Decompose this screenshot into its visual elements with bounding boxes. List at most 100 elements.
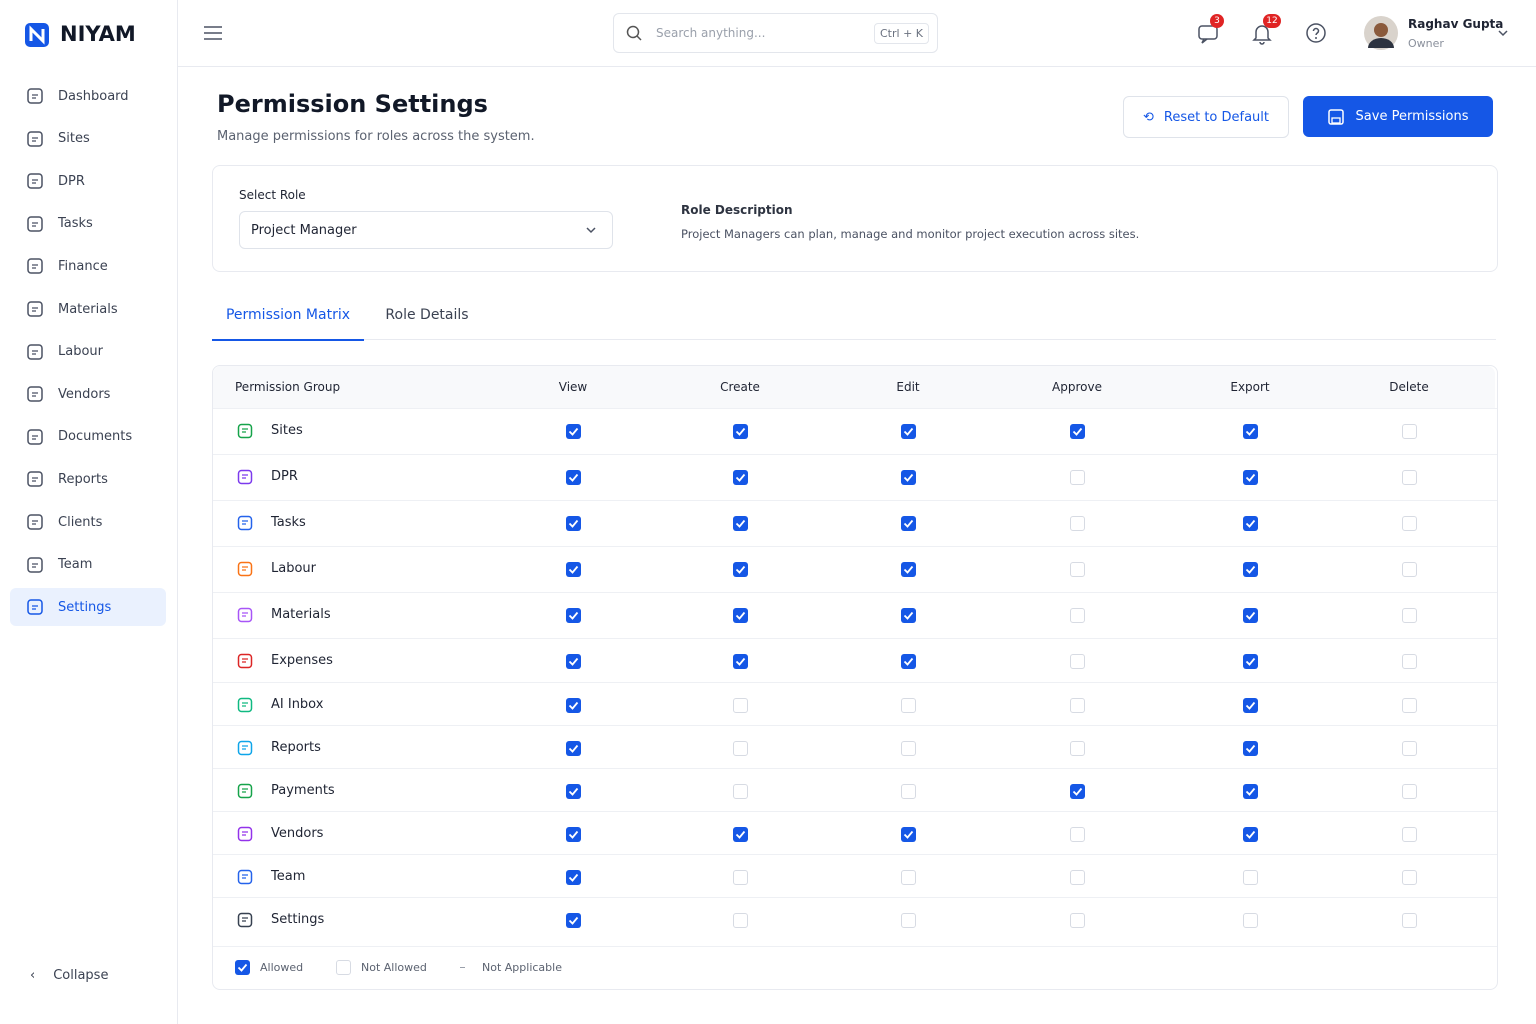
permission-checkbox[interactable] (566, 654, 581, 669)
permission-checkbox[interactable] (1402, 516, 1417, 531)
permission-checkbox[interactable] (1243, 913, 1258, 928)
role-select[interactable]: Project Manager (239, 211, 613, 249)
nav-item[interactable]: Sites (10, 120, 166, 158)
permission-checkbox[interactable] (901, 562, 916, 577)
save-button[interactable]: Save Permissions (1303, 96, 1493, 137)
permission-checkbox[interactable] (901, 827, 916, 842)
nav-item[interactable]: Dashboard (10, 77, 166, 115)
search-box[interactable]: Search anything... Ctrl + K (613, 13, 938, 53)
permission-checkbox[interactable] (1070, 698, 1085, 713)
permission-checkbox[interactable] (733, 698, 748, 713)
permission-checkbox[interactable] (1402, 870, 1417, 885)
permission-checkbox[interactable] (1070, 870, 1085, 885)
permission-checkbox[interactable] (1402, 741, 1417, 756)
permission-checkbox[interactable] (1070, 654, 1085, 669)
notifications-icon[interactable] (1252, 23, 1272, 45)
permission-checkbox[interactable] (1402, 827, 1417, 842)
permission-checkbox[interactable] (1243, 562, 1258, 577)
permission-checkbox[interactable] (1070, 741, 1085, 756)
permission-checkbox[interactable] (1243, 698, 1258, 713)
avatar[interactable] (1364, 16, 1398, 50)
nav-icon (27, 88, 43, 104)
messages-icon[interactable] (1198, 24, 1218, 44)
nav-item[interactable]: Tasks (10, 205, 166, 243)
permission-checkbox[interactable] (733, 470, 748, 485)
permission-checkbox[interactable] (1243, 741, 1258, 756)
permission-checkbox[interactable] (1243, 827, 1258, 842)
permission-checkbox[interactable] (1402, 470, 1417, 485)
nav-item[interactable]: Vendors (10, 375, 166, 413)
permission-checkbox[interactable] (566, 698, 581, 713)
permission-checkbox[interactable] (1402, 698, 1417, 713)
permission-checkbox[interactable] (733, 741, 748, 756)
permission-checkbox[interactable] (1070, 470, 1085, 485)
permission-checkbox[interactable] (901, 470, 916, 485)
permission-checkbox[interactable] (1070, 516, 1085, 531)
permission-checkbox[interactable] (901, 424, 916, 439)
permission-checkbox[interactable] (566, 562, 581, 577)
permission-checkbox[interactable] (1402, 424, 1417, 439)
nav-item[interactable]: Reports (10, 460, 166, 498)
permission-checkbox[interactable] (1243, 870, 1258, 885)
permission-checkbox[interactable] (1402, 784, 1417, 799)
permission-checkbox[interactable] (901, 608, 916, 623)
permission-checkbox[interactable] (901, 654, 916, 669)
help-icon[interactable] (1306, 23, 1326, 43)
permission-checkbox[interactable] (733, 608, 748, 623)
permission-checkbox[interactable] (901, 741, 916, 756)
permission-checkbox[interactable] (1243, 784, 1258, 799)
permission-checkbox[interactable] (566, 913, 581, 928)
user-menu-caret[interactable] (1498, 29, 1508, 37)
permission-checkbox[interactable] (733, 784, 748, 799)
permission-checkbox[interactable] (1243, 424, 1258, 439)
permission-checkbox[interactable] (1070, 424, 1085, 439)
permission-checkbox[interactable] (733, 654, 748, 669)
nav-item[interactable]: Materials (10, 290, 166, 328)
permission-checkbox[interactable] (1243, 654, 1258, 669)
tab[interactable]: Role Details (372, 296, 482, 339)
permission-checkbox[interactable] (1070, 913, 1085, 928)
permission-checkbox[interactable] (1070, 562, 1085, 577)
permission-checkbox[interactable] (1070, 608, 1085, 623)
permission-checkbox[interactable] (901, 870, 916, 885)
permission-checkbox[interactable] (1070, 784, 1085, 799)
permission-checkbox[interactable] (1402, 608, 1417, 623)
permission-checkbox[interactable] (733, 562, 748, 577)
permission-checkbox[interactable] (733, 913, 748, 928)
permission-checkbox[interactable] (1243, 608, 1258, 623)
permission-checkbox[interactable] (1243, 516, 1258, 531)
tab[interactable]: Permission Matrix (212, 296, 364, 341)
permission-checkbox[interactable] (1402, 654, 1417, 669)
nav-item[interactable]: Clients (10, 503, 166, 541)
permission-checkbox[interactable] (566, 608, 581, 623)
permission-checkbox[interactable] (1402, 913, 1417, 928)
permission-checkbox[interactable] (566, 741, 581, 756)
nav-item[interactable]: Finance (10, 247, 166, 285)
permission-checkbox[interactable] (901, 784, 916, 799)
permission-checkbox[interactable] (901, 698, 916, 713)
permission-checkbox[interactable] (566, 516, 581, 531)
permission-checkbox[interactable] (901, 516, 916, 531)
permission-checkbox[interactable] (733, 827, 748, 842)
nav-item[interactable]: Settings (10, 588, 166, 627)
permission-checkbox[interactable] (733, 516, 748, 531)
permission-checkbox[interactable] (566, 827, 581, 842)
permission-checkbox[interactable] (566, 424, 581, 439)
permission-checkbox[interactable] (1070, 827, 1085, 842)
nav-item[interactable]: DPR (10, 162, 166, 200)
menu-icon[interactable] (204, 26, 222, 40)
reset-button[interactable]: ⟲ Reset to Default (1123, 96, 1289, 138)
collapse-button[interactable]: ‹ Collapse (30, 968, 109, 983)
nav-item[interactable]: Labour (10, 333, 166, 371)
permission-checkbox[interactable] (1402, 562, 1417, 577)
permission-checkbox[interactable] (733, 424, 748, 439)
permission-checkbox[interactable] (1243, 470, 1258, 485)
permission-checkbox[interactable] (733, 870, 748, 885)
tab-label: Role Details (385, 307, 469, 323)
permission-checkbox[interactable] (566, 470, 581, 485)
permission-checkbox[interactable] (566, 870, 581, 885)
permission-checkbox[interactable] (901, 913, 916, 928)
nav-item[interactable]: Documents (10, 418, 166, 456)
permission-checkbox[interactable] (566, 784, 581, 799)
nav-item[interactable]: Team (10, 546, 166, 584)
